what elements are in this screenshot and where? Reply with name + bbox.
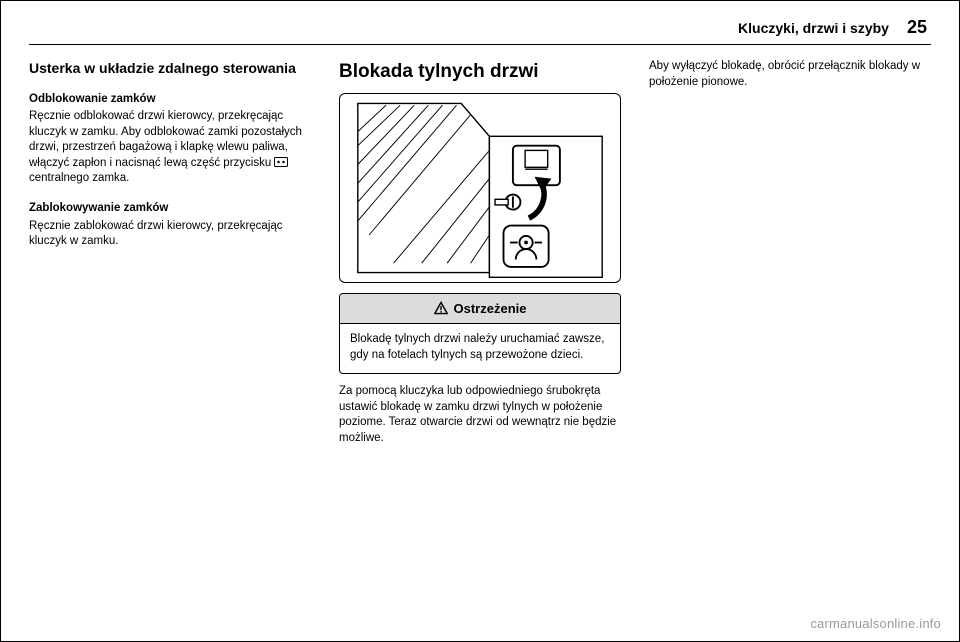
col1-block1-heading: Odblokowanie zamków (29, 92, 311, 108)
warning-box: Ostrzeżenie Blokadę tylnych drzwi należy… (339, 293, 621, 375)
warning-header: Ostrzeżenie (340, 294, 620, 325)
columns: Usterka w układzie zdalnego sterowania O… (29, 59, 931, 460)
warning-triangle-icon (434, 301, 448, 315)
col1-block2-body: Ręcznie zablokować drzwi kierowcy, przek… (29, 219, 311, 250)
header-rule (29, 44, 931, 45)
manual-page: Kluczyki, drzwi i szyby 25 Usterka w ukł… (0, 0, 960, 642)
col1-block1-body-text-a: Ręcznie odblokować drzwi kierowcy, przek… (29, 110, 302, 169)
page-number: 25 (907, 17, 927, 38)
col3-body: Aby wyłączyć blokadę, obrócić przełączni… (649, 59, 931, 90)
col1-block1-body: Ręcznie odblokować drzwi kierowcy, przek… (29, 109, 311, 187)
warning-body: Blokadę tylnych drzwi należy uruchamiać … (340, 324, 620, 373)
column-1: Usterka w układzie zdalnego sterowania O… (29, 59, 311, 460)
column-2: Blokada tylnych drzwi (339, 59, 621, 460)
section-title: Kluczyki, drzwi i szyby (738, 20, 889, 36)
col1-block1-body-text-b: centralnego zamka. (29, 172, 129, 184)
central-lock-icon (274, 157, 288, 167)
col1-block2-heading: Zablokowywanie zamków (29, 201, 311, 217)
col2-body: Za pomocą kluczyka lub odpowiedniego śru… (339, 384, 621, 446)
child-lock-illustration (339, 93, 621, 283)
page-header: Kluczyki, drzwi i szyby 25 (29, 17, 931, 38)
warning-label: Ostrzeżenie (454, 300, 527, 318)
column-3: Aby wyłączyć blokadę, obrócić przełączni… (649, 59, 931, 460)
col1-subheading: Usterka w układzie zdalnego sterowania (29, 59, 311, 78)
col2-heading: Blokada tylnych drzwi (339, 59, 621, 85)
watermark: carmanualsonline.info (810, 616, 941, 631)
